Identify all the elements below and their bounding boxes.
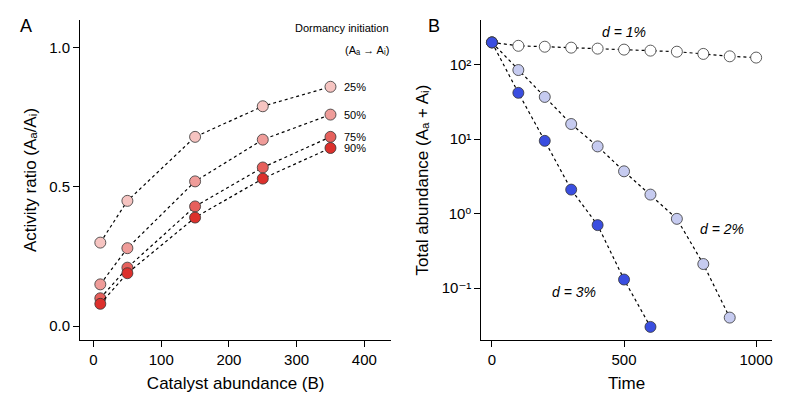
svg-text:Catalyst abundance (B): Catalyst abundance (B)	[147, 374, 325, 393]
svg-text:75%: 75%	[344, 131, 366, 143]
svg-text:0: 0	[89, 351, 97, 368]
svg-text:d = 1%: d = 1%	[602, 24, 646, 40]
svg-text:10⁻¹: 10⁻¹	[442, 279, 472, 296]
svg-text:25%: 25%	[344, 81, 366, 93]
svg-text:500: 500	[612, 351, 637, 368]
svg-text:Dormancy initiation: Dormancy initiation	[295, 22, 389, 34]
svg-text:A: A	[20, 16, 32, 36]
svg-text:100: 100	[149, 351, 174, 368]
svg-text:1000: 1000	[739, 351, 772, 368]
svg-text:10¹: 10¹	[450, 130, 472, 147]
svg-text:(Aₐ → Aᵢ): (Aₐ → Aᵢ)	[345, 44, 389, 56]
svg-text:10⁰: 10⁰	[449, 205, 472, 222]
svg-text:0: 0	[488, 351, 496, 368]
svg-text:Total abundance (Aₐ + Aᵢ): Total abundance (Aₐ + Aᵢ)	[413, 85, 432, 276]
svg-text:B: B	[428, 16, 440, 36]
svg-text:0.5: 0.5	[49, 178, 70, 195]
svg-text:50%: 50%	[344, 109, 366, 121]
svg-text:d = 2%: d = 2%	[700, 221, 744, 237]
svg-text:Activity ratio (Aₐ/Aᵢ): Activity ratio (Aₐ/Aᵢ)	[21, 108, 40, 252]
svg-text:10²: 10²	[450, 56, 472, 73]
svg-text:0.0: 0.0	[49, 317, 70, 334]
svg-text:Time: Time	[608, 374, 645, 393]
svg-text:90%: 90%	[344, 142, 366, 154]
svg-text:300: 300	[284, 351, 309, 368]
svg-text:200: 200	[216, 351, 241, 368]
svg-text:400: 400	[352, 351, 377, 368]
svg-text:1.0: 1.0	[49, 39, 70, 56]
svg-text:d = 3%: d = 3%	[552, 284, 596, 300]
